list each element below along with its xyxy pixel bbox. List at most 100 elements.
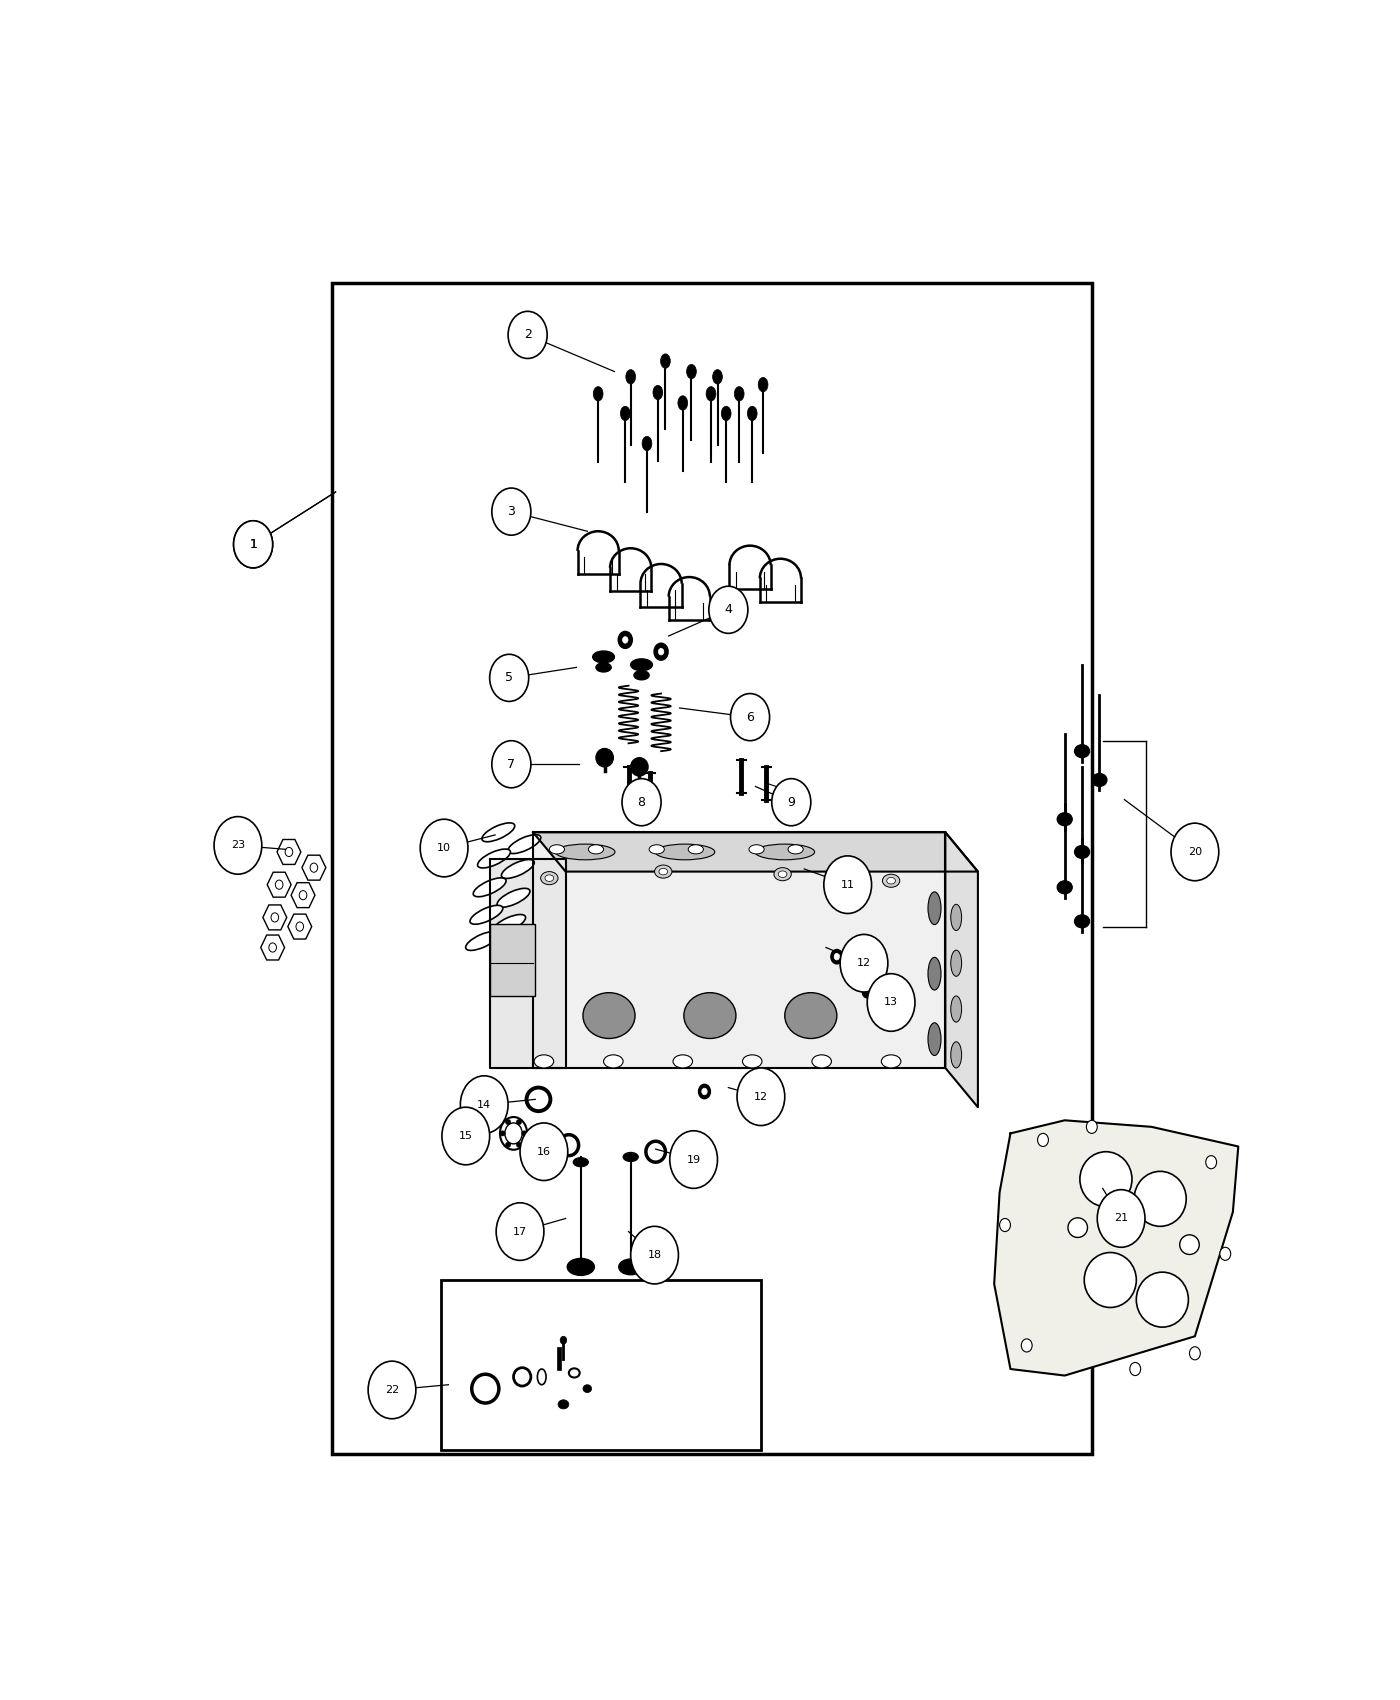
Ellipse shape — [514, 1368, 531, 1385]
Ellipse shape — [654, 643, 668, 660]
Text: 15: 15 — [459, 1130, 473, 1141]
Ellipse shape — [1074, 745, 1089, 758]
Ellipse shape — [556, 845, 615, 860]
Polygon shape — [945, 833, 977, 1107]
Ellipse shape — [594, 386, 603, 401]
Text: 12: 12 — [857, 959, 871, 969]
Ellipse shape — [673, 1054, 693, 1068]
Circle shape — [490, 654, 529, 702]
Ellipse shape — [830, 950, 843, 964]
Ellipse shape — [643, 437, 652, 451]
Ellipse shape — [774, 867, 791, 881]
Text: 21: 21 — [1114, 1214, 1128, 1224]
Ellipse shape — [535, 1054, 553, 1068]
Ellipse shape — [1068, 1217, 1088, 1238]
Polygon shape — [533, 833, 945, 1068]
Ellipse shape — [517, 1119, 522, 1125]
Ellipse shape — [778, 870, 787, 877]
Ellipse shape — [882, 1054, 900, 1068]
Ellipse shape — [655, 845, 715, 860]
Circle shape — [823, 855, 872, 913]
Ellipse shape — [276, 881, 283, 889]
Text: 5: 5 — [505, 672, 514, 685]
Ellipse shape — [735, 386, 743, 401]
Ellipse shape — [309, 864, 318, 872]
Ellipse shape — [619, 1260, 643, 1275]
Ellipse shape — [928, 1023, 941, 1056]
Ellipse shape — [755, 845, 815, 860]
Text: 18: 18 — [648, 1250, 662, 1260]
Ellipse shape — [701, 1088, 707, 1095]
Ellipse shape — [482, 823, 515, 842]
Ellipse shape — [472, 1374, 498, 1402]
Ellipse shape — [568, 1368, 580, 1377]
Ellipse shape — [620, 406, 630, 420]
Ellipse shape — [1021, 1340, 1032, 1352]
Text: 1: 1 — [249, 537, 258, 551]
Circle shape — [368, 1362, 416, 1420]
Ellipse shape — [742, 1054, 762, 1068]
Ellipse shape — [1079, 1151, 1133, 1207]
Circle shape — [867, 974, 916, 1032]
Ellipse shape — [1057, 881, 1072, 894]
Text: 6: 6 — [746, 711, 755, 724]
Text: 2: 2 — [524, 328, 532, 342]
Ellipse shape — [623, 1153, 638, 1161]
Ellipse shape — [473, 877, 505, 896]
Ellipse shape — [659, 869, 668, 876]
Ellipse shape — [1084, 1253, 1137, 1307]
Ellipse shape — [834, 954, 840, 960]
Ellipse shape — [538, 1368, 546, 1385]
Circle shape — [771, 779, 811, 826]
Text: 23: 23 — [231, 840, 245, 850]
Ellipse shape — [522, 1130, 526, 1136]
Ellipse shape — [560, 1336, 567, 1345]
Ellipse shape — [630, 758, 648, 775]
Text: 17: 17 — [512, 1227, 526, 1236]
Ellipse shape — [928, 957, 941, 989]
Ellipse shape — [785, 993, 837, 1039]
Ellipse shape — [928, 892, 941, 925]
Text: 16: 16 — [538, 1148, 552, 1156]
Ellipse shape — [1000, 1219, 1011, 1231]
Circle shape — [840, 935, 888, 993]
Text: 1: 1 — [249, 537, 258, 551]
Ellipse shape — [683, 993, 736, 1039]
Circle shape — [508, 311, 547, 359]
Ellipse shape — [619, 631, 633, 648]
Text: 3: 3 — [507, 505, 515, 518]
Text: 12: 12 — [753, 1091, 769, 1102]
Ellipse shape — [596, 748, 613, 767]
Ellipse shape — [812, 1054, 832, 1068]
Ellipse shape — [882, 874, 900, 887]
Text: 7: 7 — [507, 758, 515, 770]
Ellipse shape — [588, 845, 603, 853]
Ellipse shape — [1074, 845, 1089, 858]
Circle shape — [234, 520, 273, 568]
Ellipse shape — [951, 904, 962, 930]
Circle shape — [496, 1204, 543, 1260]
Ellipse shape — [788, 845, 804, 853]
Text: 13: 13 — [885, 998, 899, 1008]
Ellipse shape — [1037, 1134, 1049, 1146]
Ellipse shape — [650, 845, 665, 853]
Ellipse shape — [1137, 1272, 1189, 1328]
Ellipse shape — [592, 651, 615, 663]
Ellipse shape — [517, 1142, 522, 1148]
Circle shape — [731, 694, 770, 741]
Ellipse shape — [269, 944, 276, 952]
Ellipse shape — [661, 354, 671, 369]
Ellipse shape — [1134, 1171, 1186, 1226]
Text: 11: 11 — [840, 879, 854, 889]
Ellipse shape — [655, 865, 672, 879]
Ellipse shape — [603, 1054, 623, 1068]
Ellipse shape — [1130, 1362, 1141, 1375]
Ellipse shape — [1180, 1234, 1200, 1255]
Circle shape — [234, 520, 273, 568]
Circle shape — [736, 1068, 785, 1125]
Ellipse shape — [686, 364, 696, 379]
Ellipse shape — [500, 1117, 526, 1149]
Circle shape — [491, 488, 531, 536]
Ellipse shape — [862, 986, 872, 998]
Ellipse shape — [466, 932, 498, 950]
